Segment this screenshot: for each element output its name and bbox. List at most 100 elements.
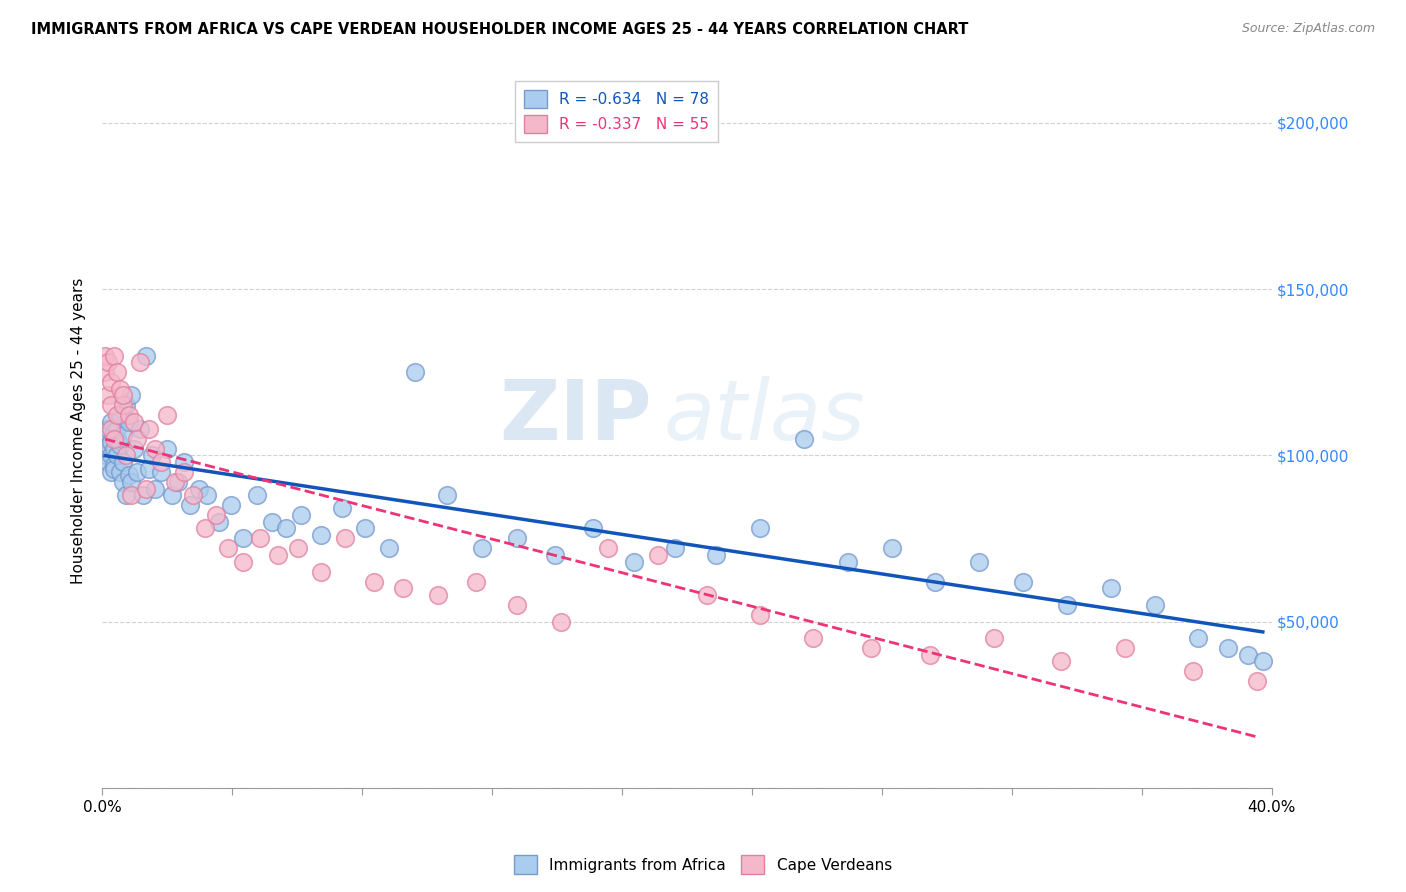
Point xyxy=(1246,674,1268,689)
Point xyxy=(103,432,125,446)
Point xyxy=(124,415,146,429)
Point xyxy=(219,498,242,512)
Point xyxy=(205,508,228,523)
Point xyxy=(436,488,458,502)
Point xyxy=(120,488,142,502)
Point xyxy=(311,565,333,579)
Legend: Immigrants from Africa, Cape Verdeans: Immigrants from Africa, Cape Verdeans xyxy=(508,849,898,880)
Point xyxy=(124,442,146,456)
Point xyxy=(105,409,128,423)
Point xyxy=(232,532,254,546)
Point xyxy=(197,488,219,502)
Point xyxy=(749,607,772,622)
Point xyxy=(187,482,209,496)
Point xyxy=(100,435,122,450)
Point xyxy=(266,548,288,562)
Point xyxy=(127,465,149,479)
Point xyxy=(103,461,125,475)
Point xyxy=(135,349,157,363)
Point xyxy=(967,555,990,569)
Point xyxy=(108,465,131,479)
Point xyxy=(127,432,149,446)
Y-axis label: Householder Income Ages 25 - 44 years: Householder Income Ages 25 - 44 years xyxy=(72,277,86,583)
Point xyxy=(114,399,136,413)
Point xyxy=(749,521,772,535)
Point xyxy=(290,508,312,523)
Point xyxy=(1012,574,1035,589)
Point xyxy=(97,438,120,452)
Legend: R = -0.634   N = 78, R = -0.337   N = 55: R = -0.634 N = 78, R = -0.337 N = 55 xyxy=(515,80,718,143)
Point xyxy=(120,475,142,489)
Point xyxy=(97,422,120,436)
Point xyxy=(363,574,385,589)
Point xyxy=(111,475,134,489)
Point xyxy=(924,574,946,589)
Point xyxy=(129,422,152,436)
Point xyxy=(149,455,172,469)
Point xyxy=(1216,641,1239,656)
Point xyxy=(108,409,131,423)
Point xyxy=(404,365,426,379)
Point xyxy=(983,631,1005,645)
Point xyxy=(647,548,669,562)
Point xyxy=(117,415,139,429)
Point xyxy=(1187,631,1209,645)
Point xyxy=(246,488,269,502)
Point xyxy=(105,448,128,462)
Point xyxy=(117,409,139,423)
Point xyxy=(100,422,122,436)
Point xyxy=(330,501,353,516)
Point xyxy=(97,388,120,402)
Point xyxy=(217,541,239,556)
Point xyxy=(105,422,128,436)
Point xyxy=(1050,655,1073,669)
Point xyxy=(392,582,415,596)
Point xyxy=(1237,648,1260,662)
Text: IMMIGRANTS FROM AFRICA VS CAPE VERDEAN HOUSEHOLDER INCOME AGES 25 - 44 YEARS COR: IMMIGRANTS FROM AFRICA VS CAPE VERDEAN H… xyxy=(31,22,969,37)
Point xyxy=(860,641,883,656)
Point xyxy=(103,425,125,439)
Point xyxy=(181,488,204,502)
Text: Source: ZipAtlas.com: Source: ZipAtlas.com xyxy=(1241,22,1375,36)
Point xyxy=(143,482,166,496)
Point xyxy=(1056,598,1078,612)
Point xyxy=(94,432,117,446)
Point xyxy=(544,548,567,562)
Text: ZIP: ZIP xyxy=(499,376,652,457)
Point xyxy=(471,541,494,556)
Point xyxy=(114,448,136,462)
Point xyxy=(550,615,572,629)
Point xyxy=(155,409,177,423)
Point xyxy=(193,521,215,535)
Point xyxy=(100,465,122,479)
Point xyxy=(208,515,231,529)
Point xyxy=(793,432,815,446)
Point xyxy=(582,521,605,535)
Point xyxy=(117,468,139,483)
Point xyxy=(138,461,160,475)
Point xyxy=(1099,582,1122,596)
Point xyxy=(100,448,122,462)
Point xyxy=(103,349,125,363)
Point xyxy=(918,648,941,662)
Point xyxy=(696,588,718,602)
Point xyxy=(138,422,160,436)
Point xyxy=(465,574,488,589)
Point xyxy=(135,482,157,496)
Point xyxy=(129,355,152,369)
Point xyxy=(111,399,134,413)
Point xyxy=(100,415,122,429)
Point xyxy=(100,375,122,389)
Text: atlas: atlas xyxy=(664,376,865,457)
Point xyxy=(132,488,155,502)
Point xyxy=(377,541,399,556)
Point xyxy=(506,532,529,546)
Point xyxy=(506,598,529,612)
Point xyxy=(311,528,333,542)
Point xyxy=(173,465,195,479)
Point xyxy=(354,521,377,535)
Point xyxy=(108,438,131,452)
Point xyxy=(105,432,128,446)
Point xyxy=(333,532,356,546)
Point xyxy=(1114,641,1136,656)
